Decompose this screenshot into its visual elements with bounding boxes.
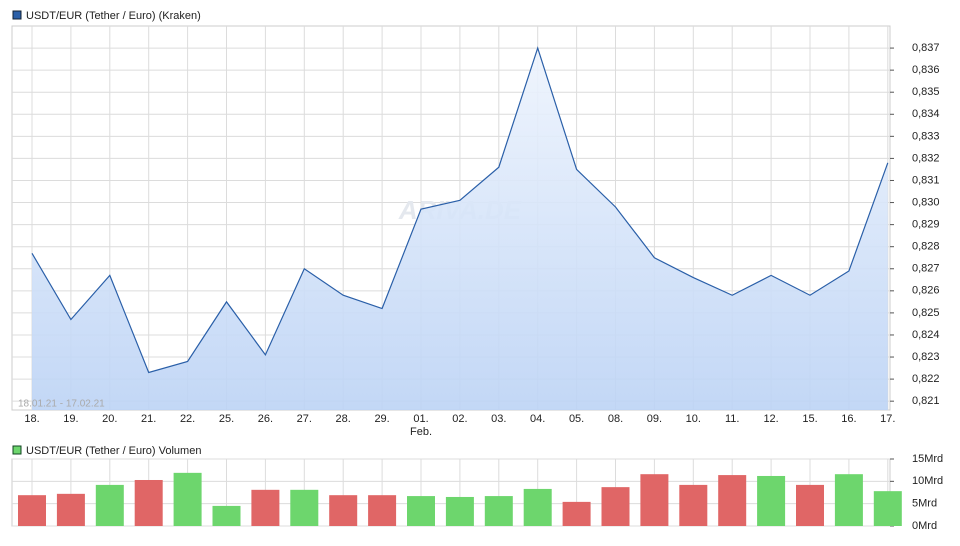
legend-swatch [12, 445, 22, 455]
legend-label: USDT/EUR (Tether / Euro) (Kraken) [26, 10, 201, 22]
x-tick-label: 01. [413, 413, 428, 425]
x-tick-label: 05. [569, 413, 584, 425]
x-tick-label: 28. [336, 413, 351, 425]
volume-bar [173, 472, 202, 526]
x-tick-label: 15. [802, 413, 817, 425]
y-tick-label: 0,837 [912, 42, 940, 54]
x-tick-label: 26. [258, 413, 273, 425]
x-tick-label: 22. [180, 413, 195, 425]
legend-label: USDT/EUR (Tether / Euro) Volumen [26, 445, 201, 457]
volume-bar [523, 488, 552, 526]
volume-bar [212, 505, 241, 526]
y-tick-label: 0,828 [912, 241, 940, 253]
volume-bar [407, 496, 435, 526]
volume-bar [329, 495, 358, 526]
volume-bar [718, 475, 747, 526]
volume-bar [134, 479, 163, 526]
y-tick-label: 0,833 [912, 130, 940, 142]
y-tick-label: 0,830 [912, 196, 940, 208]
x-tick-label: 12. [763, 413, 778, 425]
x-tick-label: 16. [841, 413, 856, 425]
volume-bar [251, 489, 280, 526]
y-tick-label: 15Mrd [912, 453, 943, 465]
x-tick-label: 10. [686, 413, 701, 425]
y-tick-label: 0,825 [912, 307, 940, 319]
y-tick-label: 0,832 [912, 152, 940, 164]
y-tick-label: 0,826 [912, 285, 940, 297]
x-tick-label: 20. [102, 413, 117, 425]
x-tick-label: 02. [452, 413, 467, 425]
y-tick-label: 0,835 [912, 86, 940, 98]
volume-bar [873, 491, 902, 526]
y-tick-label: 5Mrd [912, 498, 937, 510]
x-tick-label: 17. [880, 413, 895, 425]
price-line [31, 46, 889, 374]
y-tick-label: 0,823 [912, 351, 940, 363]
x-tick-label: 29. [374, 413, 389, 425]
y-tick-label: 0,822 [912, 373, 940, 385]
x-tick-label: 09. [647, 413, 662, 425]
x-tick-label: 04. [530, 413, 545, 425]
y-tick-label: 0,827 [912, 263, 940, 275]
x-tick-label: 18. [24, 413, 39, 425]
x-annotation: Feb. [410, 426, 432, 438]
area-fill [32, 48, 888, 410]
volume-bar [834, 474, 863, 526]
volume-bar [679, 484, 708, 526]
y-tick-label: 0,834 [912, 108, 940, 120]
y-tick-label: 0,836 [912, 64, 940, 76]
volume-bar [445, 496, 474, 526]
volume-bar [562, 501, 591, 526]
y-tick-label: 0,829 [912, 219, 940, 231]
volume-bar [796, 484, 824, 526]
x-tick-label: 25. [219, 413, 234, 425]
date-range: 18.01.21 - 17.02.21 [18, 399, 105, 410]
volume-bar [95, 484, 124, 526]
legend-swatch [12, 10, 22, 20]
volume-bar [290, 489, 319, 526]
y-tick-label: 0,821 [912, 395, 940, 407]
x-tick-label: 03. [491, 413, 506, 425]
y-tick-label: 10Mrd [912, 475, 943, 487]
x-tick-label: 19. [63, 413, 78, 425]
y-tick-label: 0Mrd [912, 520, 937, 532]
volume-bar [484, 496, 513, 526]
y-tick-label: 0,824 [912, 329, 940, 341]
volume-bar [56, 493, 85, 526]
volume-bar [640, 474, 669, 526]
x-tick-label: 21. [141, 413, 156, 425]
y-tick-label: 0,831 [912, 174, 940, 186]
x-tick-label: 08. [608, 413, 623, 425]
x-tick-label: 27. [297, 413, 312, 425]
volume-bar [757, 475, 786, 526]
volume-bar [368, 495, 397, 526]
volume-bar [18, 495, 46, 526]
volume-bar [601, 487, 630, 526]
x-tick-label: 11. [725, 413, 739, 425]
